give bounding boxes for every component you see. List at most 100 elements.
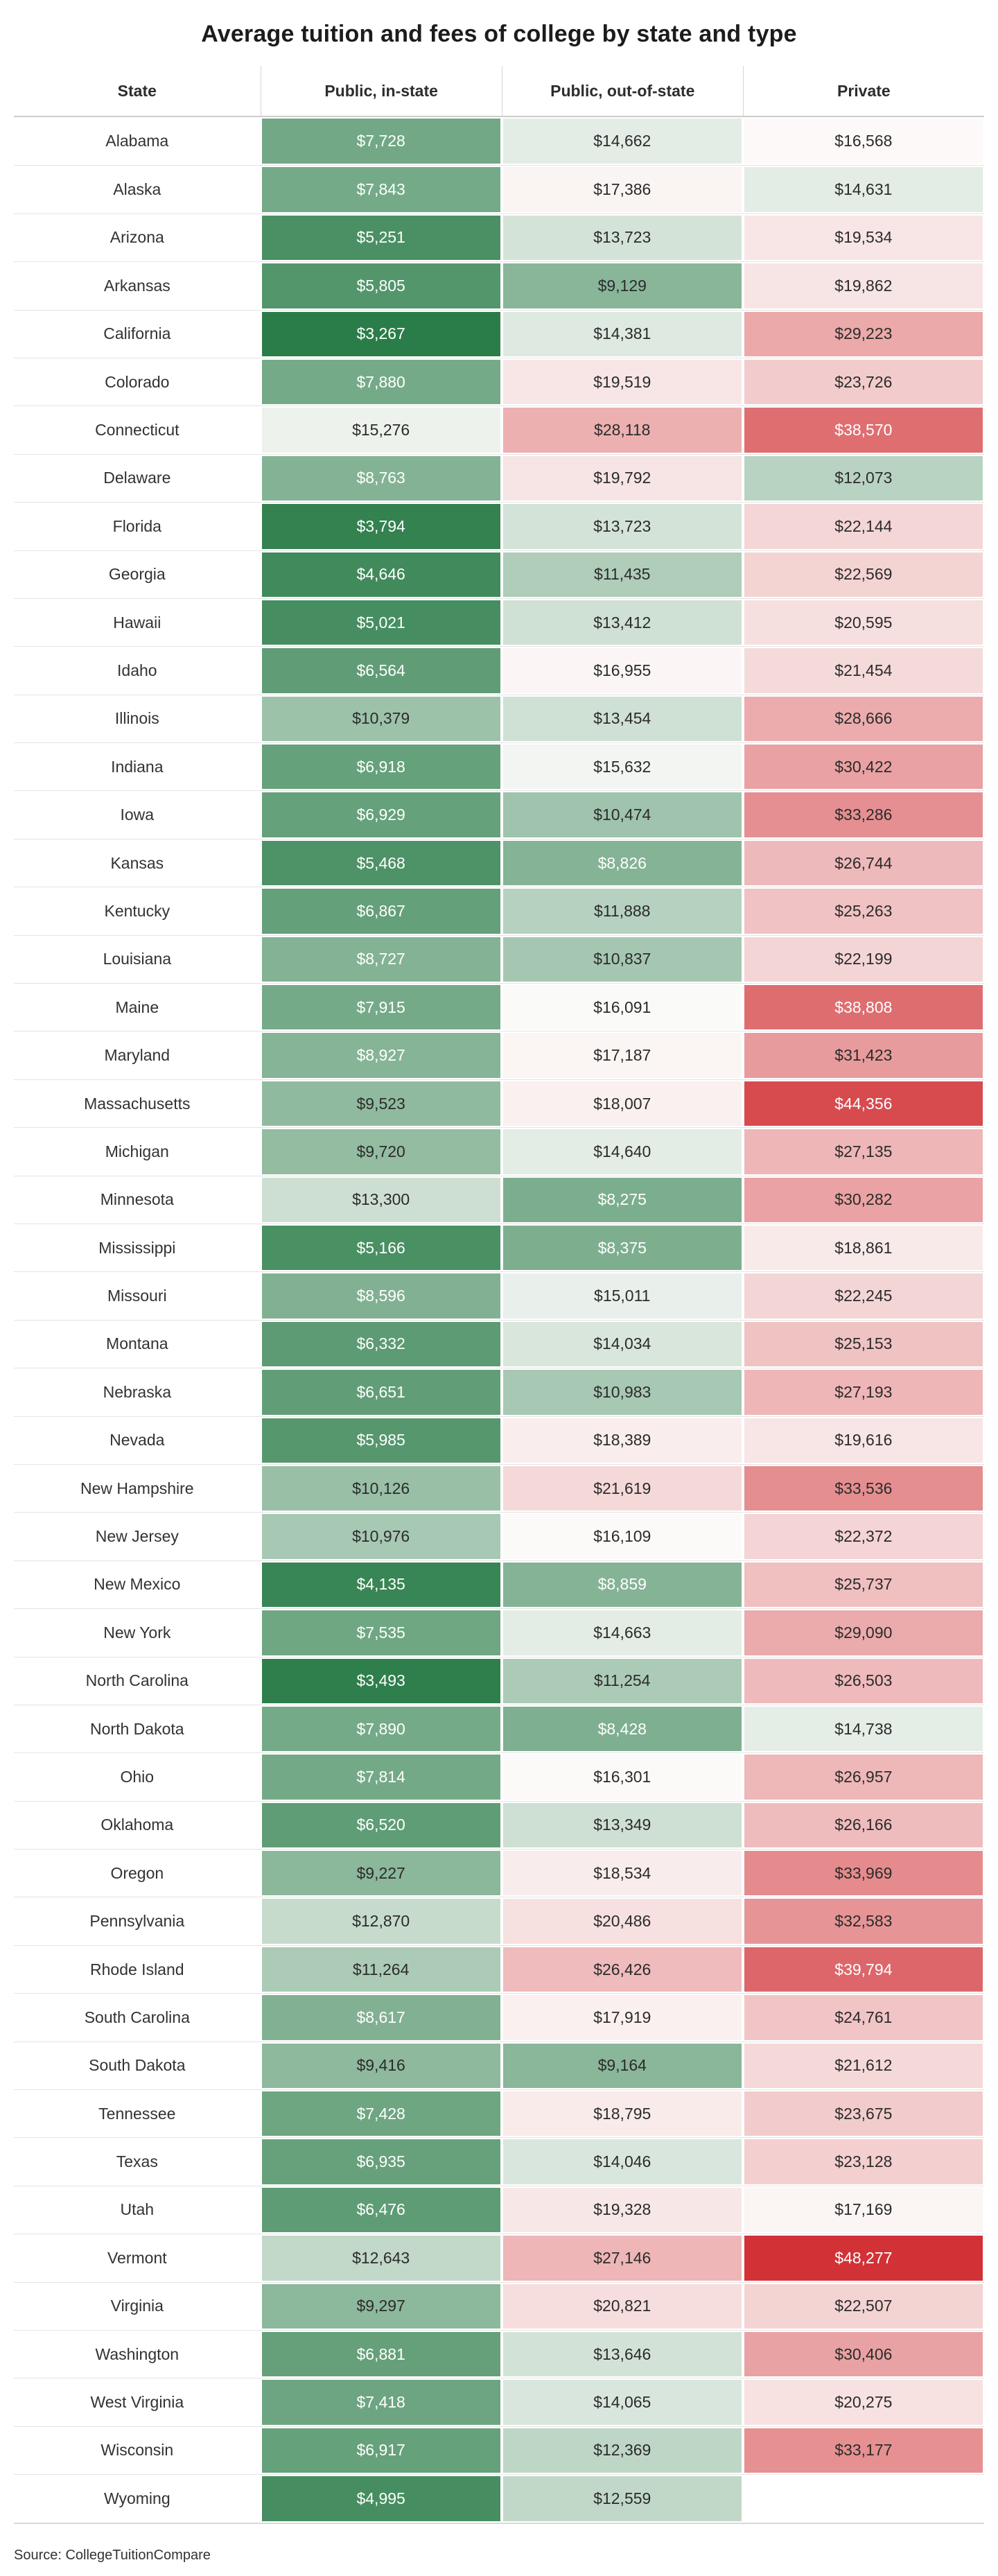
state-label: Kansas: [14, 839, 261, 887]
tuition-cell: $7,880: [261, 358, 502, 406]
tuition-cell: $48,277: [743, 2234, 984, 2281]
tuition-value: $20,275: [744, 2380, 983, 2425]
tuition-cell: $7,843: [261, 166, 502, 213]
tuition-value: $30,422: [744, 745, 983, 790]
tuition-cell: $12,643: [261, 2234, 502, 2281]
tuition-table: State Public, in-state Public, out-of-st…: [14, 66, 984, 2524]
state-label: New Jersey: [14, 1513, 261, 1560]
state-label: Vermont: [14, 2234, 261, 2282]
tuition-value: $7,843: [261, 167, 500, 212]
tuition-value: $14,065: [502, 2380, 742, 2425]
tuition-value: $26,166: [744, 1802, 983, 1848]
tuition-value: $12,559: [502, 2476, 742, 2521]
tuition-cell: $44,356: [743, 1080, 984, 1127]
state-label: Louisiana: [14, 935, 261, 984]
tuition-cell: $19,519: [502, 358, 743, 406]
tuition-cell: $31,423: [743, 1032, 984, 1079]
tuition-value: $3,794: [261, 504, 500, 549]
tuition-cell: $20,486: [502, 1897, 743, 1944]
tuition-cell: $6,651: [261, 1368, 502, 1416]
tuition-cell: $10,379: [261, 695, 502, 742]
table-row: Alaska $7,843 $17,386 $14,631: [14, 165, 984, 214]
state-label: Arkansas: [14, 262, 261, 310]
tuition-cell: $8,275: [502, 1176, 743, 1224]
tuition-cell: $4,646: [261, 551, 502, 598]
state-label: Colorado: [14, 358, 261, 406]
tuition-value: $13,349: [502, 1802, 742, 1848]
tuition-value: $20,486: [502, 1899, 742, 1944]
tuition-value: $48,277: [744, 2236, 983, 2281]
tuition-cell: $14,631: [743, 166, 984, 213]
tuition-cell: $10,126: [261, 1465, 502, 1512]
tuition-cell: $19,792: [502, 455, 743, 502]
tuition-cell: $11,888: [502, 887, 743, 934]
table-row: Nebraska $6,651 $10,983 $27,193: [14, 1368, 984, 1416]
tuition-cell: $30,282: [743, 1176, 984, 1224]
tuition-value: $8,275: [502, 1177, 742, 1222]
tuition-value: $30,282: [744, 1177, 983, 1222]
tuition-value: $9,227: [261, 1851, 500, 1896]
tuition-value: $17,169: [744, 2187, 983, 2233]
tuition-cell: $26,503: [743, 1657, 984, 1705]
tuition-cell: $30,422: [743, 743, 984, 790]
tuition-cell: $6,935: [261, 2138, 502, 2185]
table-row: Idaho $6,564 $16,955 $21,454: [14, 646, 984, 695]
tuition-value: $23,675: [744, 2091, 983, 2136]
tuition-cell: $22,144: [743, 503, 984, 550]
tuition-value: $7,428: [261, 2091, 500, 2136]
state-label: Illinois: [14, 695, 261, 743]
tuition-value: $22,144: [744, 504, 983, 549]
tuition-value: $18,534: [502, 1851, 742, 1896]
tuition-cell: $9,297: [261, 2283, 502, 2330]
table-row: Louisiana $8,727 $10,837 $22,199: [14, 934, 984, 984]
tuition-cell: $8,727: [261, 936, 502, 983]
tuition-value: $8,826: [502, 840, 742, 886]
tuition-value: $13,723: [502, 215, 742, 261]
tuition-value: $5,468: [261, 840, 500, 886]
tuition-cell: $12,369: [502, 2427, 743, 2474]
tuition-value: $6,564: [261, 648, 500, 693]
tuition-cell: $22,372: [743, 1513, 984, 1560]
table-row: Tennessee $7,428 $18,795 $23,675: [14, 2089, 984, 2138]
state-label: Massachusetts: [14, 1079, 261, 1128]
table-row: New Mexico $4,135 $8,859 $25,737: [14, 1560, 984, 1609]
tuition-value: $33,536: [744, 1465, 983, 1511]
tuition-cell: $6,918: [261, 743, 502, 790]
header-public-out-of-state: Public, out-of-state: [501, 66, 743, 116]
tuition-cell: $6,929: [261, 791, 502, 838]
tuition-value: $6,935: [261, 2139, 500, 2184]
header-state: State: [117, 81, 157, 100]
state-label: Washington: [14, 2330, 261, 2378]
tuition-cell: $12,870: [261, 1897, 502, 1944]
tuition-cell: $13,723: [502, 503, 743, 550]
state-label: Alaska: [14, 166, 261, 214]
tuition-cell: $8,617: [261, 1994, 502, 2041]
tuition-cell: $29,223: [743, 311, 984, 358]
table-row: Rhode Island $11,264 $26,426 $39,794: [14, 1944, 984, 1994]
tuition-cell: $9,164: [502, 2042, 743, 2089]
tuition-cell: $7,915: [261, 984, 502, 1031]
state-label: Hawaii: [14, 598, 261, 647]
tuition-value: $5,166: [261, 1225, 500, 1271]
tuition-cell: $14,381: [502, 311, 743, 358]
tuition-cell: $9,227: [261, 1850, 502, 1897]
tuition-cell: $18,795: [502, 2090, 743, 2137]
tuition-cell: $27,146: [502, 2234, 743, 2281]
tuition-value: $7,814: [261, 1755, 500, 1800]
tuition-value: $13,300: [261, 1177, 500, 1222]
tuition-value: $12,369: [502, 2428, 742, 2473]
tuition-cell: $17,187: [502, 1032, 743, 1079]
tuition-cell: $21,612: [743, 2042, 984, 2089]
tuition-value: $21,454: [744, 648, 983, 693]
tuition-cell: $26,744: [743, 839, 984, 887]
tuition-value: $7,880: [261, 359, 500, 405]
table-row: Montana $6,332 $14,034 $25,153: [14, 1319, 984, 1368]
tuition-cell: $14,046: [502, 2138, 743, 2185]
tuition-value: $32,583: [744, 1899, 983, 1944]
tuition-value: $29,090: [744, 1610, 983, 1655]
state-label: Mississippi: [14, 1224, 261, 1272]
tuition-cell: $20,275: [743, 2378, 984, 2426]
state-label: Maine: [14, 984, 261, 1032]
tuition-cell: $6,881: [261, 2331, 502, 2378]
